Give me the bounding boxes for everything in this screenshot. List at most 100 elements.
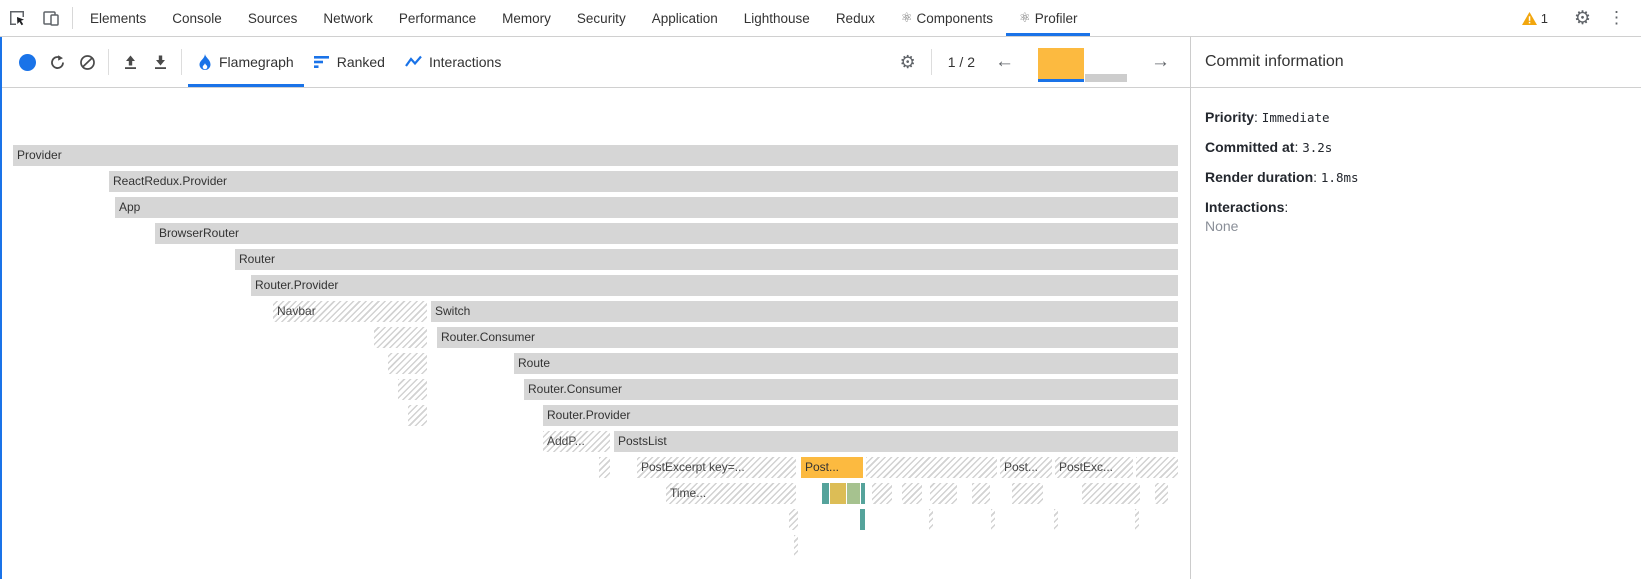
clear-profile-button[interactable]: [72, 47, 102, 77]
flame-bar-fragment[interactable]: [861, 483, 865, 504]
next-commit-arrow-icon[interactable]: →: [1151, 51, 1170, 72]
priority-field: Priority: Immediate: [1205, 109, 1330, 125]
toolbar-separator: [930, 49, 932, 75]
tab-redux[interactable]: Redux: [823, 0, 888, 36]
tab-profiler[interactable]: ⚛ Profiler: [1006, 0, 1091, 36]
flame-bar-post[interactable]: Post...: [801, 457, 863, 478]
warning-count: 1: [1540, 10, 1548, 26]
flame-bar-post[interactable]: Post...: [1000, 457, 1052, 478]
flame-bar-fragment[interactable]: [374, 327, 427, 348]
tab-label: Performance: [398, 10, 477, 26]
tab-ranked[interactable]: Ranked: [304, 37, 395, 87]
tab-label: Redux: [835, 10, 875, 26]
tab-performance[interactable]: Performance: [386, 0, 489, 36]
viewtab-label: Flamegraph: [219, 54, 294, 70]
flame-bar-fragment[interactable]: [1082, 483, 1140, 504]
flame-bar-fragment[interactable]: [388, 353, 427, 374]
devtools-settings-gear-icon[interactable]: ⚙: [1573, 7, 1591, 29]
profiler-toolbar: Flamegraph Ranked Interactions ⚙ 1 /: [0, 37, 1190, 88]
tab-memory[interactable]: Memory: [489, 0, 564, 36]
profiler-settings-gear-icon[interactable]: ⚙: [899, 51, 916, 72]
react-atom-icon: ⚛: [900, 10, 913, 25]
tab-interactions[interactable]: Interactions: [395, 37, 511, 87]
flame-bar-fragment[interactable]: [789, 509, 798, 530]
tab-flamegraph[interactable]: Flamegraph: [188, 37, 304, 87]
flame-bar-postexcerpt-key[interactable]: PostExcerpt key=...: [637, 457, 796, 478]
tab-label: Lighthouse: [743, 10, 810, 26]
tab-network[interactable]: Network: [310, 0, 386, 36]
flame-bar-fragment[interactable]: [1155, 483, 1168, 504]
flame-bar-time[interactable]: Time...: [666, 483, 796, 504]
warning-triangle-icon: [1521, 11, 1537, 25]
commit-bar-2[interactable]: [1085, 74, 1127, 82]
export-profile-button[interactable]: [145, 47, 175, 77]
flame-bar-navbar[interactable]: Navbar: [273, 301, 427, 322]
flame-bar-fragment[interactable]: [991, 509, 995, 530]
tab-application[interactable]: Application: [639, 0, 731, 36]
flame-bar-fragment[interactable]: [860, 509, 865, 530]
tab-console[interactable]: Console: [159, 0, 235, 36]
flame-bar-router-consumer[interactable]: Router.Consumer: [437, 327, 1178, 348]
flame-bar-fragment[interactable]: [1135, 509, 1139, 530]
tab-lighthouse[interactable]: Lighthouse: [731, 0, 823, 36]
flame-bar-fragment[interactable]: [1054, 509, 1058, 530]
flame-bar-browserrouter[interactable]: BrowserRouter: [155, 223, 1178, 244]
viewtab-label: Interactions: [428, 54, 502, 70]
tab-security[interactable]: Security: [564, 0, 639, 36]
flame-bar-fragment[interactable]: [972, 483, 990, 504]
render-duration-value: 1.8ms: [1320, 170, 1359, 185]
interactions-value: None: [1205, 218, 1239, 234]
inspect-element-icon[interactable]: [0, 0, 34, 36]
profiler-pane: Flamegraph Ranked Interactions ⚙ 1 /: [0, 37, 1190, 579]
flame-bar-provider[interactable]: Provider: [13, 145, 1178, 166]
flame-bar-app[interactable]: App: [115, 197, 1178, 218]
flame-bar-fragment[interactable]: [866, 457, 997, 478]
commit-bar-1[interactable]: [1038, 48, 1084, 82]
committed-at-label: Committed at: [1205, 139, 1295, 155]
tab-elements[interactable]: Elements: [77, 0, 159, 36]
flame-bar-fragment[interactable]: [847, 483, 860, 504]
flame-icon: [199, 53, 211, 70]
import-profile-button[interactable]: [115, 47, 145, 77]
flame-bar-reactredux-provider[interactable]: ReactRedux.Provider: [109, 171, 1178, 192]
flame-bar-fragment[interactable]: [794, 535, 798, 556]
commit-selector[interactable]: [1038, 40, 1127, 84]
flame-bar-switch[interactable]: Switch: [431, 301, 1178, 322]
flame-bar-router-consumer[interactable]: Router.Consumer: [524, 379, 1178, 400]
flame-bar-fragment[interactable]: [902, 483, 922, 504]
toolbar-separator: [181, 49, 182, 75]
reload-and-profile-button[interactable]: [42, 47, 72, 77]
commit-info-title: Commit information: [1191, 37, 1641, 88]
previous-commit-arrow-icon[interactable]: ←: [995, 51, 1014, 72]
flame-bar-postexc[interactable]: PostExc...: [1055, 457, 1133, 478]
tab-sources[interactable]: Sources: [235, 0, 311, 36]
download-icon: [154, 55, 166, 69]
device-toolbar-icon[interactable]: [34, 0, 68, 36]
flame-bar-fragment[interactable]: [599, 457, 610, 478]
flame-bar-fragment[interactable]: [822, 483, 829, 504]
flame-bar-fragment[interactable]: [1136, 457, 1178, 478]
flame-bar-route[interactable]: Route: [514, 353, 1178, 374]
flame-bar-router[interactable]: Router: [235, 249, 1178, 270]
viewtab-label: Ranked: [336, 54, 385, 70]
flame-bar-fragment[interactable]: [930, 483, 957, 504]
flame-bar-fragment[interactable]: [1012, 483, 1043, 504]
tab-label: Console: [172, 10, 222, 26]
flame-bar-fragment[interactable]: [408, 405, 427, 426]
tab-components[interactable]: ⚛ Components: [888, 0, 1006, 36]
flame-bar-router-provider[interactable]: Router.Provider: [543, 405, 1178, 426]
flame-bar-fragment[interactable]: [872, 483, 892, 504]
flame-bar-addp[interactable]: AddP...: [543, 431, 610, 452]
react-atom-icon: ⚛: [1019, 10, 1031, 25]
devtools-menu-kebab-icon[interactable]: ⋮: [1608, 8, 1625, 27]
flame-bar-fragment[interactable]: [830, 483, 846, 504]
flame-bar-fragment[interactable]: [929, 509, 933, 530]
commit-info-panel: Commit information Priority: Immediate C…: [1190, 37, 1641, 579]
console-warning-badge[interactable]: 1: [1514, 11, 1556, 26]
interactions-label: Interactions: [1205, 199, 1285, 215]
flame-bar-fragment[interactable]: [398, 379, 427, 400]
tab-label: Sources: [247, 10, 298, 26]
record-button[interactable]: [12, 47, 42, 77]
flame-bar-router-provider[interactable]: Router.Provider: [251, 275, 1178, 296]
flame-bar-postslist[interactable]: PostsList: [614, 431, 1178, 452]
